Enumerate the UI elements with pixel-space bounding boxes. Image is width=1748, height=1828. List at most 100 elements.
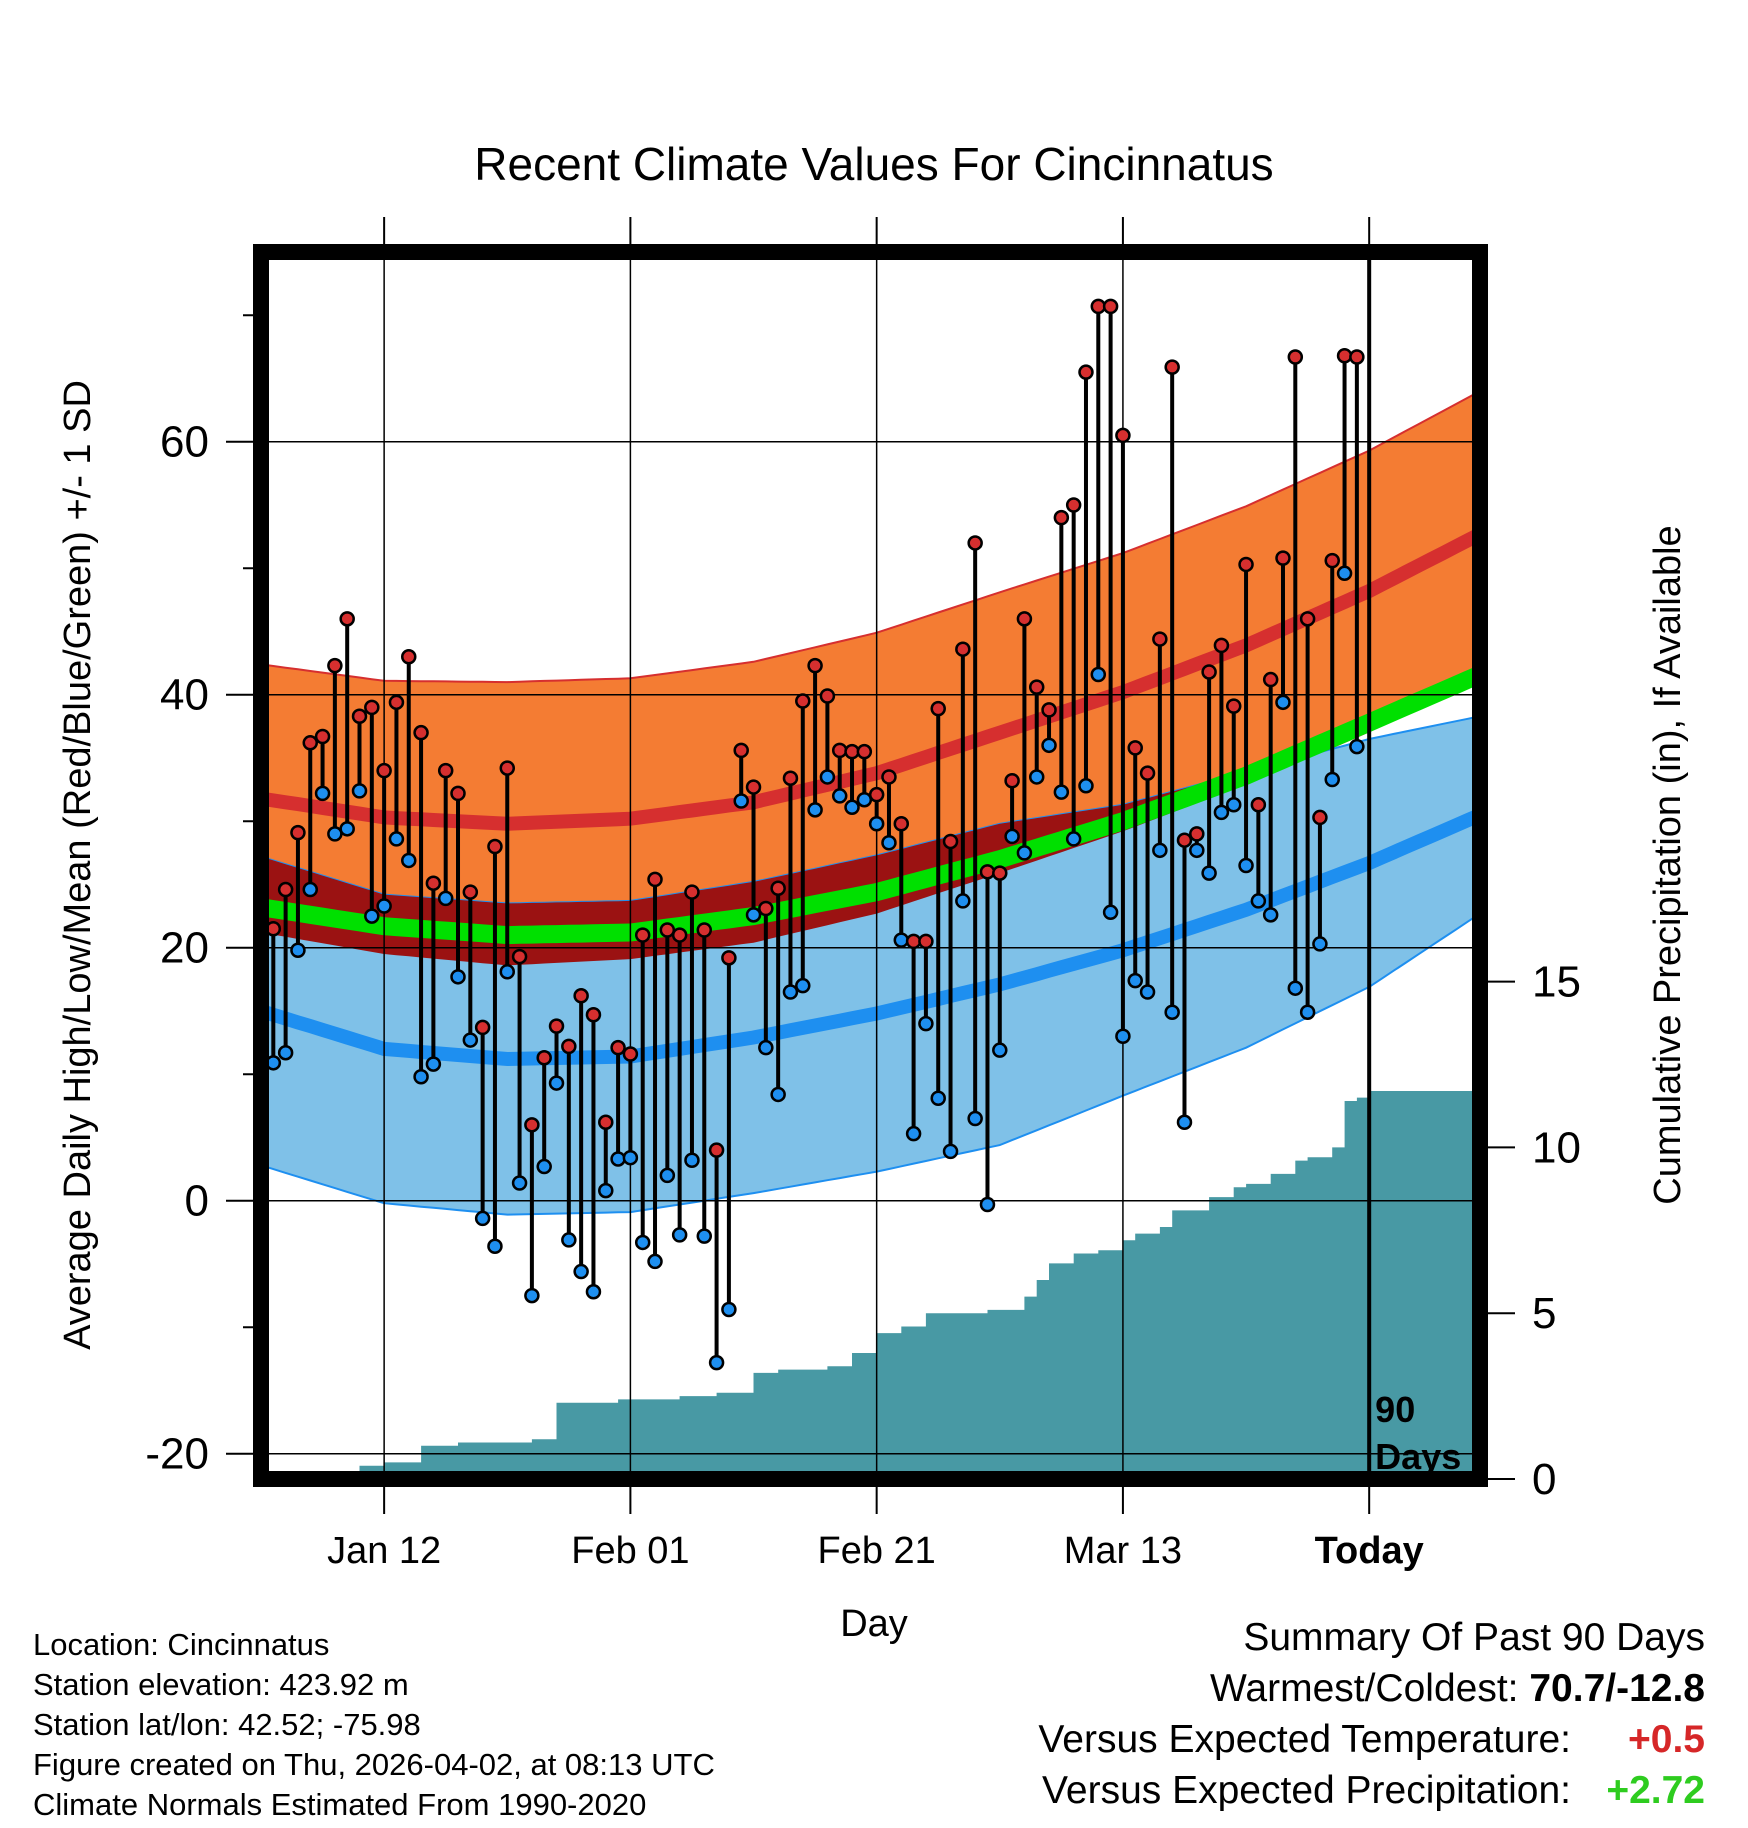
daily-high-point (401, 649, 417, 665)
daily-high-point (942, 833, 959, 850)
daily-high-point (474, 1019, 491, 1036)
daily-high-point (918, 933, 934, 950)
daily-low-point (585, 1284, 602, 1300)
temp-departure-label: Versus Expected Temperature: (1038, 1718, 1571, 1761)
daily-low-point (807, 802, 823, 818)
daily-high-point (708, 1142, 725, 1158)
daily-low-point (1238, 857, 1254, 874)
daily-high-point (388, 694, 405, 711)
daily-high-point (499, 760, 516, 776)
daily-low-point (1078, 778, 1094, 794)
daily-low-point (844, 799, 860, 816)
daily-low-point (437, 890, 454, 907)
daily-high-point (967, 535, 983, 551)
daily-low-point (647, 1253, 663, 1270)
daily-low-point (487, 1238, 503, 1254)
precip-departure-value: +2.72 (1606, 1769, 1705, 1812)
daily-low-point (511, 1175, 528, 1191)
daily-low-point (770, 1086, 786, 1103)
y-axis-left-title: Average Daily High/Low/Mean (Red/Blue/Gr… (57, 380, 99, 1350)
daily-low-point (782, 984, 799, 1000)
daily-low-point (1102, 904, 1119, 921)
daily-low-point (376, 898, 392, 914)
x-tick-label: Mar 13 (1064, 1530, 1182, 1572)
station-info: Location: Cincinnatus Station elevation:… (33, 1625, 715, 1825)
daily-low-point (388, 831, 405, 847)
daily-low-point (401, 852, 417, 869)
daily-low-point (942, 1143, 959, 1160)
low-sd-band (261, 715, 1480, 1216)
daily-high-point (1078, 364, 1094, 380)
daily-high-point (1102, 298, 1119, 315)
daily-high-point (745, 779, 762, 795)
warmest-coldest-label: Warmest/Coldest: (1210, 1667, 1519, 1710)
daily-high-point (302, 735, 319, 751)
daily-high-point (1324, 552, 1340, 569)
daily-high-point (856, 743, 873, 760)
daily-high-point (795, 693, 811, 709)
daily-high-point (1349, 349, 1365, 365)
daily-high-point (782, 770, 799, 786)
daily-low-point (1016, 845, 1033, 861)
daily-high-point (807, 657, 823, 674)
daily-high-point (1238, 556, 1254, 573)
info-elevation: Station elevation: 423.92 m (33, 1667, 409, 1702)
daily-high-point (573, 988, 589, 1004)
y-right-tick-label: 10 (1532, 1123, 1581, 1172)
daily-low-point (1275, 694, 1291, 711)
daily-low-point (696, 1228, 713, 1244)
daily-high-point (1213, 637, 1230, 654)
daily-low-point (327, 826, 343, 842)
daily-high-point (1004, 772, 1020, 789)
daily-low-point (1201, 865, 1217, 881)
daily-high-point (1176, 832, 1193, 848)
daily-low-point (1065, 831, 1082, 847)
y-left-tick-label: -20 (145, 1430, 209, 1479)
y-axis-right-title: Cumulative Precipitation (in), If Availa… (1647, 525, 1689, 1204)
daily-low-point (671, 1227, 688, 1243)
daily-low-point (967, 1110, 983, 1127)
warmest-coldest-value: 70.7/-12.8 (1529, 1667, 1705, 1710)
daily-high-point (1090, 298, 1107, 315)
daily-high-point (992, 865, 1008, 881)
daily-high-point (437, 762, 454, 779)
daily-low-point (893, 932, 910, 948)
daily-low-point (351, 783, 368, 799)
daily-low-point (1225, 797, 1242, 813)
daily-high-point (413, 724, 429, 741)
x-tick-label: Today (1315, 1530, 1424, 1572)
daily-high-point (327, 657, 343, 674)
daily-high-point (425, 875, 442, 891)
summary-precip-departure: Versus Expected Precipitation: +2.72 (1038, 1765, 1705, 1816)
daily-low-point (1213, 804, 1230, 821)
daily-low-point (992, 1042, 1008, 1058)
daily-low-point (955, 893, 971, 909)
today-label-number: 90 (1375, 1389, 1415, 1430)
daily-high-point (536, 1050, 552, 1066)
daily-low-point (708, 1354, 725, 1371)
daily-low-point (1262, 907, 1279, 923)
daily-high-point (487, 838, 503, 855)
daily-high-point (1115, 427, 1131, 444)
daily-low-point (1139, 984, 1156, 1000)
daily-high-point (511, 948, 528, 965)
daily-high-point (733, 742, 749, 759)
daily-low-point (1349, 738, 1365, 755)
daily-low-point (364, 908, 380, 924)
plot-frame (253, 244, 1488, 1487)
daily-low-point (659, 1167, 676, 1184)
y-right-tick-label: 0 (1532, 1455, 1556, 1504)
daily-high-point (450, 785, 466, 802)
daily-low-point (758, 1039, 774, 1056)
info-normals-period: Climate Normals Estimated From 1990-2020 (33, 1787, 647, 1822)
precip-departure-label: Versus Expected Precipitation: (1042, 1769, 1571, 1812)
daily-high-point (351, 708, 368, 724)
daily-high-point (930, 700, 946, 717)
y-left-tick-label: 60 (160, 418, 209, 467)
daily-low-point (474, 1210, 491, 1227)
daily-high-point (1312, 809, 1328, 826)
daily-high-point (770, 880, 786, 897)
daily-low-point (930, 1090, 946, 1107)
daily-low-point (795, 977, 811, 994)
daily-high-point (721, 950, 737, 966)
